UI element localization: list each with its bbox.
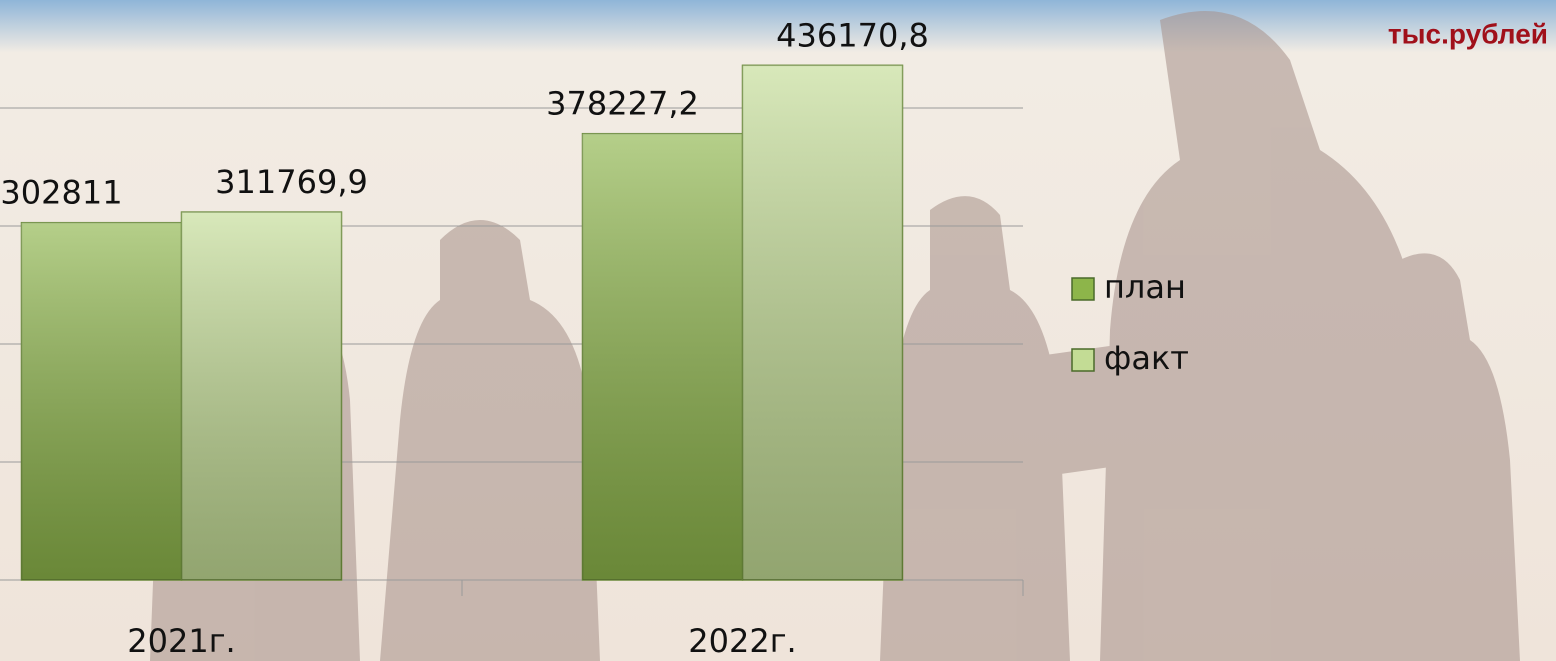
bar (20, 221, 183, 581)
data-label: 311769,9 (215, 163, 368, 201)
data-label: 436170,8 (776, 16, 929, 54)
bar (180, 211, 343, 581)
data-label: 302811 (0, 174, 122, 212)
legend-label: план (1104, 268, 1186, 306)
unit-label: тыс.рублей (1388, 18, 1548, 49)
legend-label: факт (1104, 339, 1189, 377)
bar (741, 64, 904, 581)
x-tick-label: 2021г. (127, 622, 235, 660)
legend-swatch (1071, 348, 1095, 372)
x-tick-label: 2022г. (688, 622, 796, 660)
bar (581, 132, 744, 581)
legend-swatch (1071, 277, 1095, 301)
data-label: 378227,2 (546, 85, 699, 123)
